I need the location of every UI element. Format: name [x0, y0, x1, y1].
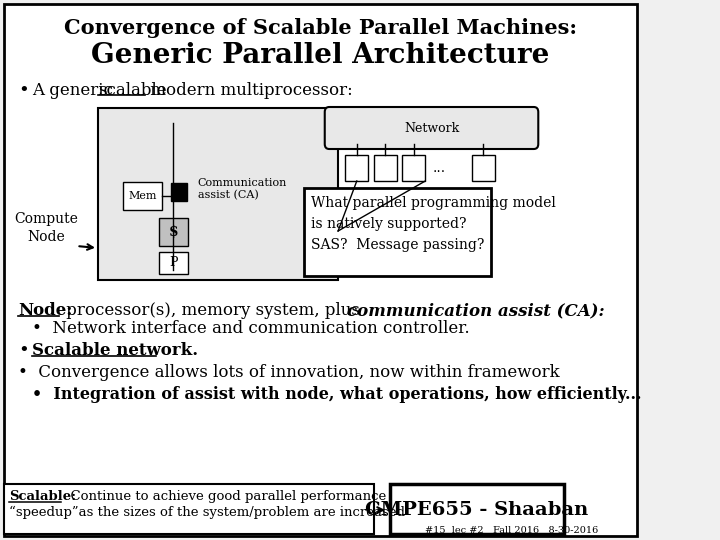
Text: •: • [18, 82, 29, 100]
Bar [4, 484, 374, 534]
Text: communication assist (CA):: communication assist (CA): [347, 302, 605, 319]
Bar [305, 188, 491, 276]
Text: CMPE655 - Shaaban: CMPE655 - Shaaban [365, 501, 588, 519]
Text: ...: ... [433, 161, 446, 175]
Text: Continue to achieve good parallel performance: Continue to achieve good parallel perfor… [63, 490, 387, 503]
Text: scalable: scalable [98, 82, 166, 99]
Bar [402, 155, 426, 181]
Text: Convergence of Scalable Parallel Machines:: Convergence of Scalable Parallel Machine… [64, 18, 577, 38]
Text: •  Network interface and communication controller.: • Network interface and communication co… [32, 320, 469, 337]
Bar [390, 484, 564, 534]
Text: Communication
assist (CA): Communication assist (CA) [197, 178, 287, 200]
Bar [159, 218, 188, 246]
Text: •  Integration of assist with node, what operations, how efficiently...: • Integration of assist with node, what … [32, 386, 642, 403]
Text: modern multiprocessor:: modern multiprocessor: [145, 82, 353, 99]
Text: “speedup”as the sizes of the system/problem are increased: “speedup”as the sizes of the system/prob… [9, 506, 405, 519]
Text: Node:: Node: [18, 302, 72, 319]
Bar [159, 252, 188, 274]
Bar [472, 155, 495, 181]
Text: Network: Network [404, 122, 459, 134]
Text: Scalable network.: Scalable network. [32, 342, 198, 359]
Text: #15  lec #2   Fall 2016   8-30-2016: #15 lec #2 Fall 2016 8-30-2016 [425, 526, 598, 535]
Text: processor(s), memory system, plus: processor(s), memory system, plus [60, 302, 364, 319]
Text: $: $ [168, 225, 179, 239]
Text: What parallel programming model
is natively supported?
SAS?  Message passing?: What parallel programming model is nativ… [312, 196, 557, 252]
Bar [171, 183, 187, 201]
Text: •: • [18, 342, 29, 360]
Text: P: P [169, 256, 178, 269]
Text: A generic: A generic [32, 82, 118, 99]
Text: Generic Parallel Architecture: Generic Parallel Architecture [91, 42, 549, 69]
Text: Compute
Node: Compute Node [14, 212, 78, 244]
FancyBboxPatch shape [325, 107, 539, 149]
Bar [98, 108, 338, 280]
Text: Mem: Mem [128, 191, 157, 201]
Bar [345, 155, 369, 181]
Text: Scalable:: Scalable: [9, 490, 76, 503]
Text: •  Convergence allows lots of innovation, now within framework: • Convergence allows lots of innovation,… [18, 364, 559, 381]
Bar [123, 182, 162, 210]
Bar [374, 155, 397, 181]
